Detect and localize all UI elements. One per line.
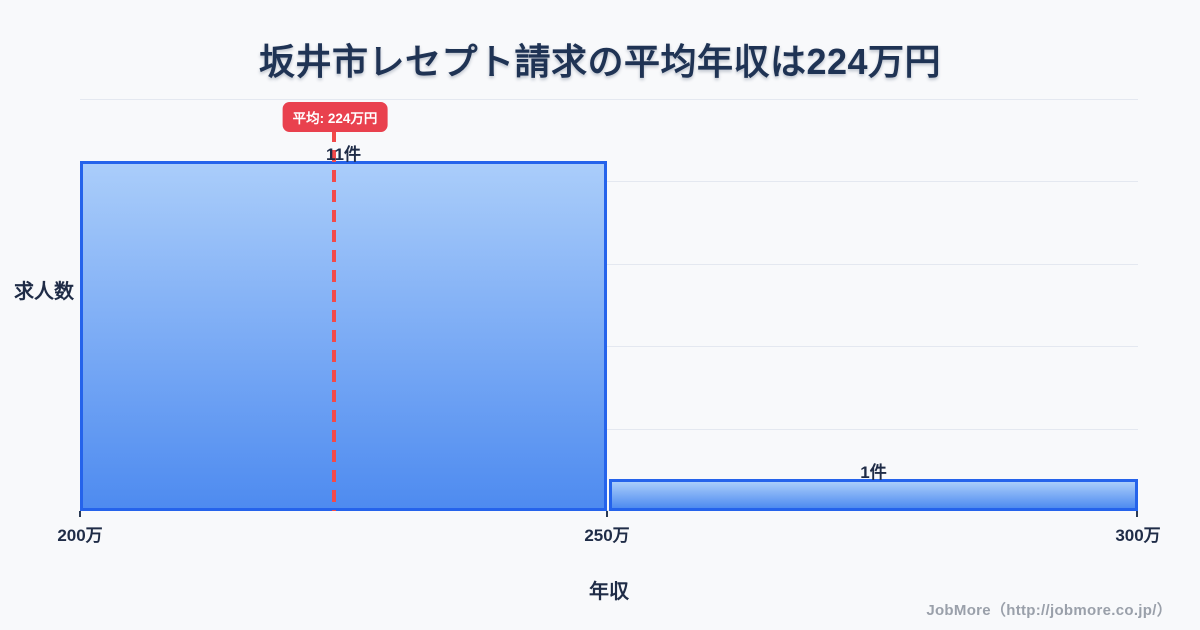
- x-tick-mark: [79, 511, 81, 517]
- mean-value-badge: 平均: 224万円: [282, 102, 388, 132]
- bar-value-label: 11件: [326, 145, 361, 164]
- page-title: 坂井市レセプト請求の平均年収は224万円: [258, 41, 942, 82]
- x-axis-label: 年収: [589, 581, 629, 603]
- x-tick-label-200: 200万: [57, 526, 103, 545]
- histogram-bar-200-250: [80, 161, 607, 511]
- histogram-bar-250-300: [609, 479, 1138, 511]
- gridline: [80, 181, 1138, 182]
- gridline: [80, 429, 1138, 430]
- x-tick-mark: [606, 511, 608, 517]
- bar-value-label: 1件: [860, 463, 887, 482]
- mean-dashed-line: [332, 130, 336, 511]
- gridline: [80, 346, 1138, 347]
- gridline: [80, 99, 1138, 100]
- x-tick-label-250: 250万: [584, 526, 630, 545]
- gridline: [80, 264, 1138, 265]
- footer-credit: JobMore（http://jobmore.co.jp/）: [926, 602, 1172, 619]
- x-tick-mark: [1136, 511, 1138, 517]
- chart-plot-area: 11件 1件: [80, 99, 1138, 511]
- y-axis-label: 求人数: [14, 281, 74, 303]
- x-tick-label-300: 300万: [1115, 526, 1161, 545]
